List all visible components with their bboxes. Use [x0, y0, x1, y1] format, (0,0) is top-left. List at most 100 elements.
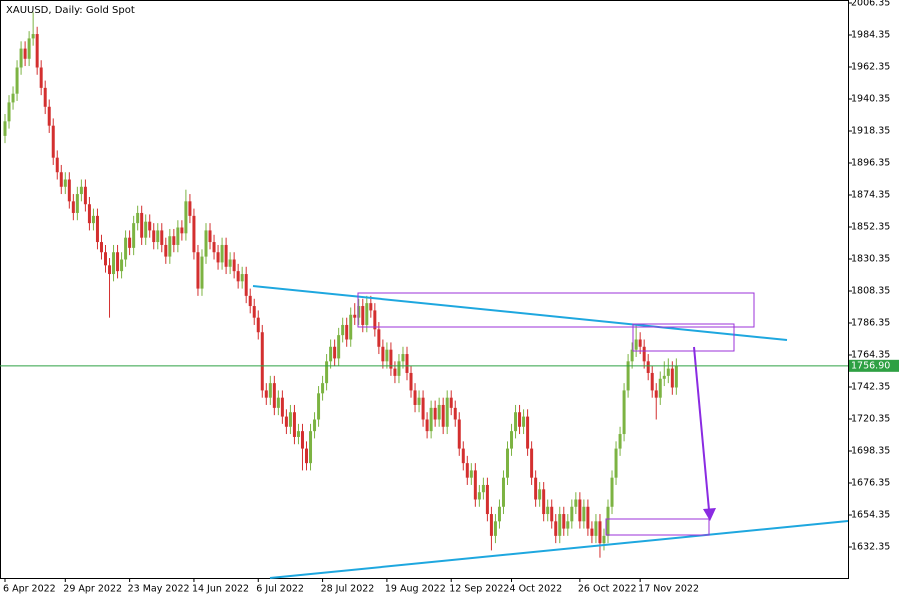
candle-body — [196, 252, 200, 289]
candle-body — [317, 393, 321, 420]
candle-body — [457, 419, 461, 449]
candle-body — [140, 212, 144, 238]
candle-body — [11, 93, 15, 103]
candle-body — [260, 332, 264, 391]
x-tick-label: 12 Sep 2022 — [449, 584, 509, 595]
candle-body — [63, 179, 67, 187]
candle-body — [19, 48, 23, 68]
y-tick-label: 1940.35 — [851, 93, 890, 104]
candle-body — [124, 237, 128, 260]
candle-body — [469, 470, 473, 478]
drawings — [252, 285, 849, 579]
x-tick-label: 29 Apr 2022 — [63, 584, 122, 595]
candle-body — [132, 223, 136, 248]
candle-body — [534, 477, 538, 500]
y-tick-label: 1676.35 — [851, 477, 890, 488]
candle-body — [510, 431, 514, 449]
candle-body — [148, 221, 152, 231]
candle-body — [228, 259, 232, 267]
candle-body — [638, 339, 642, 347]
candle-body — [184, 201, 188, 234]
candle-body — [67, 179, 71, 202]
candle-body — [321, 383, 325, 394]
candle-body — [345, 324, 349, 340]
candle-body — [357, 306, 361, 318]
candle-body — [268, 383, 272, 398]
candle-body — [112, 252, 116, 275]
candle-body — [429, 407, 433, 432]
candle-body — [7, 102, 11, 122]
candle-body — [526, 416, 530, 449]
candle-body — [164, 244, 168, 257]
zone-box — [357, 292, 755, 328]
candle-body — [71, 201, 75, 213]
candle-body — [630, 349, 634, 362]
y-tick-label: 2006.35 — [851, 0, 890, 8]
candle-body — [236, 271, 240, 282]
candle-body — [329, 346, 333, 362]
candle-body — [252, 306, 256, 318]
candle-body — [244, 274, 248, 296]
candle-body — [634, 339, 638, 350]
y-tick-label: 1896.35 — [851, 157, 890, 168]
candle-body — [530, 448, 534, 478]
candle-body — [518, 412, 522, 427]
candle-body — [309, 431, 313, 464]
y-tick-label: 1698.35 — [851, 445, 890, 456]
candle-body — [280, 397, 284, 417]
candle-body — [477, 492, 481, 500]
candle-body — [216, 252, 220, 263]
plot-frame — [0, 0, 849, 579]
candle-body — [172, 236, 176, 245]
candle-body — [401, 354, 405, 362]
candle-body — [180, 227, 184, 234]
candle-body — [674, 365, 678, 388]
candle-body — [602, 535, 606, 544]
candle-body — [461, 448, 465, 464]
candle-body — [47, 106, 51, 126]
candle-body — [385, 349, 389, 362]
candle-body — [670, 368, 674, 388]
candle-body — [594, 521, 598, 536]
candle-body — [313, 419, 317, 432]
candle-body — [586, 506, 590, 529]
candle-body — [136, 212, 140, 224]
candle-body — [598, 521, 602, 544]
candle-body — [83, 186, 87, 205]
candle-body — [361, 306, 365, 325]
candle-body — [389, 349, 393, 369]
candle-body — [232, 259, 236, 272]
candle-body — [248, 295, 252, 307]
candle-body — [240, 274, 244, 282]
candle-body — [397, 361, 401, 376]
x-tick-label: 17 Nov 2022 — [638, 584, 699, 595]
candle-body — [654, 390, 658, 398]
candle-body — [120, 259, 124, 272]
candle-body — [79, 186, 83, 195]
candle-body — [522, 416, 526, 427]
y-tick-label: 1786.35 — [851, 317, 890, 328]
candle-body — [626, 361, 630, 391]
y-tick-label: 1720.35 — [851, 413, 890, 424]
candle-body — [425, 419, 429, 432]
candle-body — [650, 372, 654, 391]
candle-body — [108, 265, 112, 275]
candle-body — [43, 87, 47, 107]
candle-body — [373, 310, 377, 330]
candle-body — [393, 368, 397, 376]
candle-body — [417, 397, 421, 405]
target-box — [605, 518, 710, 536]
candle-body — [224, 244, 228, 267]
candle-body — [152, 230, 156, 243]
candle-body — [501, 477, 505, 507]
candle-body — [208, 230, 212, 243]
x-tick-label: 19 Aug 2022 — [385, 584, 446, 595]
y-tick-label: 1852.35 — [851, 221, 890, 232]
candle-body — [39, 67, 43, 88]
candle-body — [493, 521, 497, 536]
candle-body — [578, 499, 582, 522]
candle-body — [574, 499, 578, 507]
candle-body — [59, 172, 63, 187]
candle-body — [666, 368, 670, 376]
candle-body — [614, 448, 618, 478]
